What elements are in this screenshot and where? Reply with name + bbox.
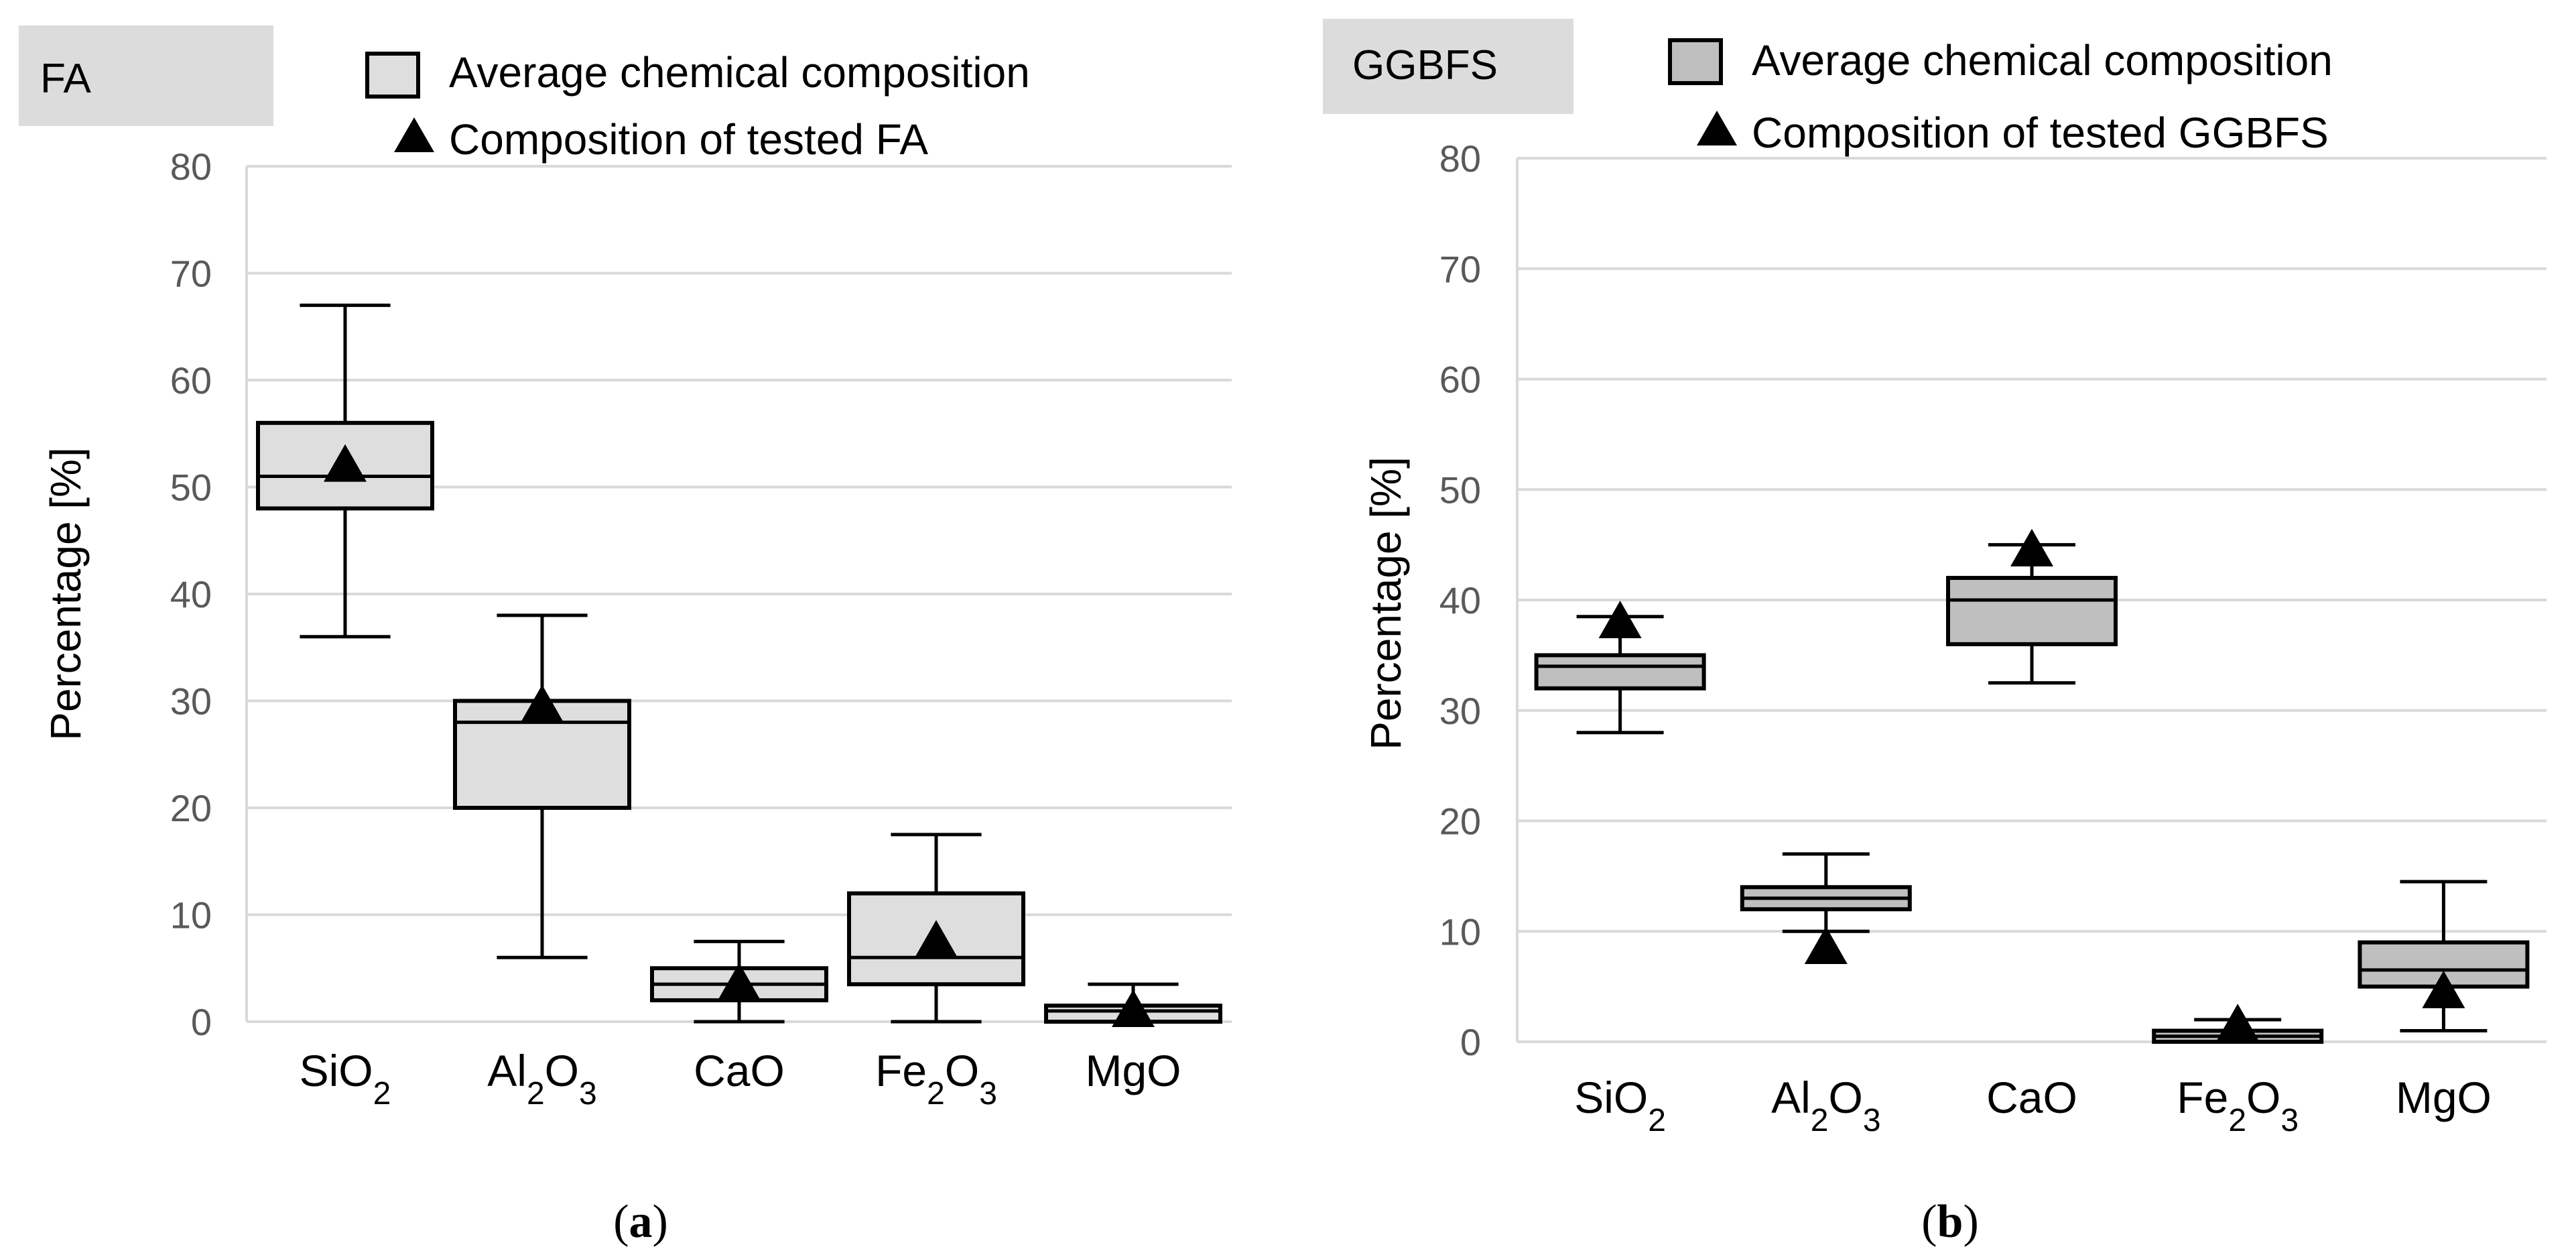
y-tick-label: 0	[1460, 1021, 1481, 1063]
y-tick-label: 70	[170, 253, 212, 295]
x-category-label: MgO	[2396, 1073, 2492, 1122]
y-tick-label: 30	[170, 680, 212, 723]
tested-marker	[324, 444, 367, 482]
y-tick-label: 20	[1439, 800, 1481, 843]
legend-entry-tested: Composition of tested FA	[449, 115, 928, 164]
figure-caption: (a)	[613, 1196, 668, 1248]
x-category-label: Al2O3	[1771, 1073, 1880, 1138]
panel-tag-label: FA	[40, 56, 91, 102]
x-category-label: CaO	[1986, 1073, 2077, 1122]
box-3	[847, 833, 1025, 1024]
tested-marker	[2216, 1004, 2260, 1042]
box-0	[256, 303, 434, 639]
y-tick-label: 60	[1439, 359, 1481, 401]
y-tick-label: 50	[170, 467, 212, 509]
tested-marker	[521, 684, 564, 723]
box-iqr	[1946, 576, 2118, 646]
y-tick-label: 80	[1439, 137, 1481, 180]
legend-triangle-marker	[1697, 111, 1737, 145]
box-3	[2152, 1004, 2324, 1044]
x-category-label: MgO	[1085, 1046, 1181, 1095]
tested-marker	[2010, 528, 2053, 566]
legend-box-swatch	[365, 52, 420, 99]
tested-marker	[2422, 970, 2465, 1008]
panel-tag-box	[1323, 19, 1573, 114]
panel-tag-label: GGBFS	[1352, 42, 1498, 88]
box-iqr	[1534, 653, 1706, 691]
box-0	[1534, 600, 1706, 735]
box-4	[2358, 880, 2530, 1033]
legend-entry-average: Average chemical composition	[1752, 36, 2333, 84]
tested-marker	[1804, 926, 1848, 964]
box-iqr	[256, 420, 434, 511]
x-category-label: CaO	[694, 1046, 785, 1095]
y-tick-label: 10	[1439, 910, 1481, 953]
box-1	[453, 613, 631, 959]
y-tick-label: 10	[170, 894, 212, 937]
panel-tag-box	[19, 25, 273, 126]
tested-marker	[1112, 990, 1155, 1028]
x-category-label: SiO2	[1574, 1073, 1666, 1138]
y-axis-label: Percentage [%]	[1362, 457, 1410, 750]
y-tick-label: 50	[1439, 469, 1481, 511]
legend-box-swatch	[1668, 38, 1723, 85]
y-tick-label: 20	[170, 787, 212, 829]
legend-triangle-marker	[394, 117, 434, 152]
box-4	[1044, 982, 1222, 1028]
panel-b: GGBFS Average chemical composition Composi…	[1323, 19, 2547, 1248]
tested-marker	[1598, 600, 1642, 638]
legend-entry-average: Average chemical composition	[449, 48, 1030, 97]
y-tick-label: 70	[1439, 248, 1481, 290]
x-category-label: SiO2	[300, 1046, 391, 1112]
y-tick-label: 40	[1439, 579, 1481, 621]
y-tick-label: 80	[170, 145, 212, 188]
y-tick-label: 40	[170, 573, 212, 615]
y-tick-label: 30	[1439, 690, 1481, 732]
tested-marker	[718, 963, 761, 1001]
legend-entry-tested: Composition of tested GGBFS	[1752, 109, 2329, 157]
y-tick-label: 0	[191, 1001, 212, 1043]
box-2	[650, 939, 828, 1024]
x-category-label: Fe2O3	[2177, 1073, 2299, 1138]
x-category-label: Al2O3	[487, 1046, 596, 1112]
box-2	[1946, 528, 2118, 685]
figure-caption: (b)	[1921, 1196, 1979, 1248]
y-tick-label: 60	[170, 359, 212, 402]
box-1	[1740, 852, 1912, 964]
x-category-label: Fe2O3	[875, 1046, 997, 1112]
tested-marker	[915, 920, 958, 958]
panel-a: FA Average chemical composition Compositio…	[19, 25, 1232, 1248]
y-axis-label: Percentage [%]	[42, 447, 90, 741]
